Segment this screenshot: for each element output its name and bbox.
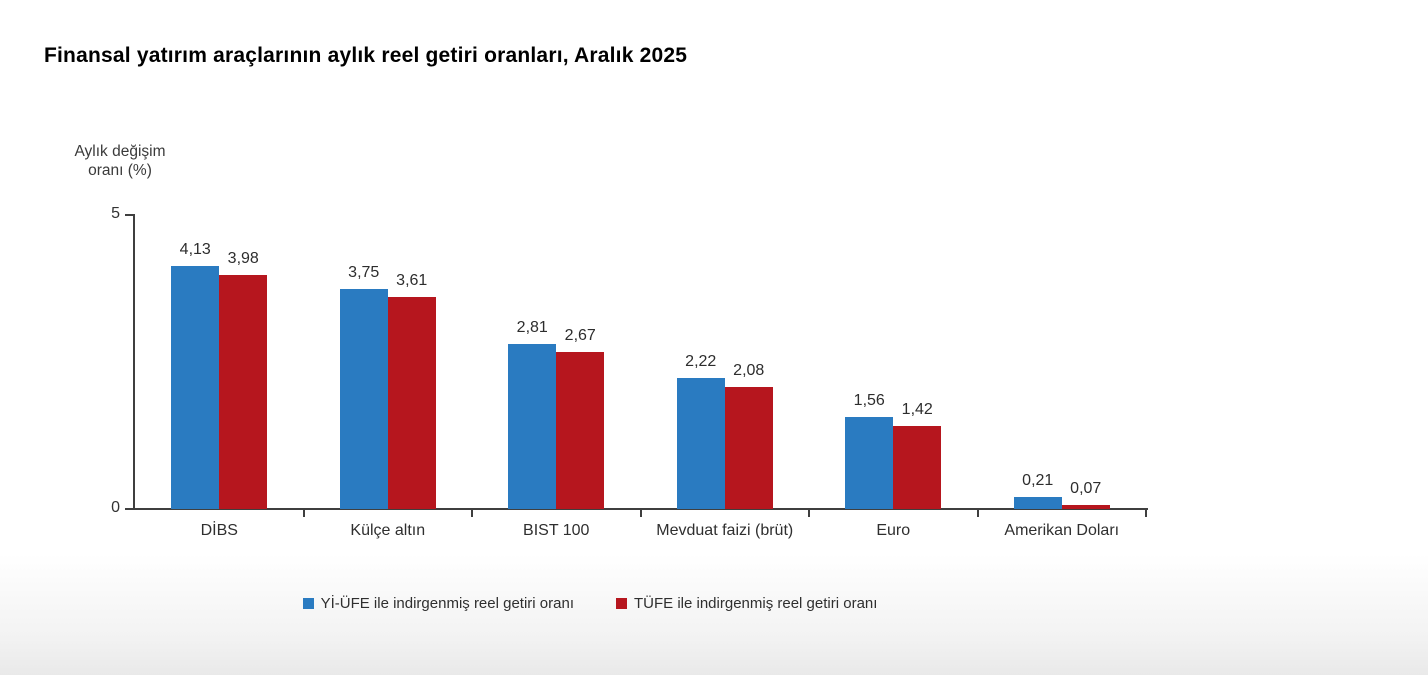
x-category-label: DİBS [200, 522, 238, 539]
legend-item: TÜFE ile indirgenmiş reel getiri oranı [616, 595, 877, 612]
bar-yiufe [1013, 496, 1062, 509]
bar-value-label: 4,13 [179, 241, 211, 259]
bar-value-label: 0,07 [1070, 479, 1102, 497]
bar-value-label: 0,21 [1022, 471, 1054, 489]
x-axis-tick [471, 509, 473, 517]
y-axis-title-line1: Aylık değişim [74, 143, 166, 160]
bar-tufe [385, 296, 436, 509]
y-tick-label-min: 0 [111, 499, 120, 516]
bar-yiufe [676, 378, 725, 509]
bar-value-label: 2,67 [564, 327, 596, 344]
bar-value-label: 2,81 [516, 318, 548, 336]
legend-item: Yİ-ÜFE ile indirgenmiş reel getiri oranı [302, 595, 574, 612]
y-axis-line [133, 214, 135, 510]
x-axis-tick [302, 509, 305, 517]
bar-tufe [1059, 504, 1110, 509]
x-category-label: Mevduat faizi (brüt) [656, 522, 794, 539]
chart-title: Finansal yatırım araçlarının aylık reel … [44, 44, 688, 67]
x-category-label: BIST 100 [523, 522, 590, 539]
bar-value-label: 3,61 [396, 271, 428, 289]
y-axis-tick-min [125, 508, 134, 510]
y-tick-label-max: 5 [111, 205, 120, 222]
bar-yiufe [171, 266, 220, 509]
x-axis-tick [976, 509, 979, 517]
x-category-label: Amerikan Doları [1004, 522, 1120, 539]
bar-tufe [554, 352, 605, 509]
bar-value-label: 3,75 [348, 263, 380, 281]
bar-yiufe [339, 288, 388, 509]
y-axis-title-line2: oranı (%) [88, 162, 152, 179]
y-axis-title: Aylık değişim oranı (%) [50, 142, 190, 180]
legend: Yİ-ÜFE ile indirgenmiş reel getiri oranı… [70, 595, 1110, 612]
bar-tufe [722, 386, 773, 509]
legend-label: TÜFE ile indirgenmiş reel getiri oranı [634, 595, 878, 612]
bar-tufe [891, 425, 942, 509]
bar-value-label: 2,22 [685, 353, 717, 371]
bar-value-label: 1,42 [901, 400, 933, 418]
bar-value-label: 1,56 [853, 392, 885, 410]
x-axis-tick [639, 509, 642, 517]
x-category-label: Külçe altın [350, 522, 426, 539]
bar-yiufe [508, 343, 557, 509]
y-axis-tick-max [125, 214, 134, 216]
x-category-label: Euro [876, 522, 911, 539]
legend-label: Yİ-ÜFE ile indirgenmiş reel getiri oranı [320, 595, 574, 612]
bar-value-label: 3,98 [227, 249, 259, 267]
bar-value-label: 2,08 [733, 361, 765, 379]
x-axis-tick [808, 509, 810, 517]
legend-swatch-icon [302, 598, 314, 609]
legend-swatch-icon [616, 598, 627, 609]
x-axis-tick [1145, 509, 1147, 517]
bar-yiufe [845, 417, 894, 509]
bar-tufe [217, 274, 268, 509]
